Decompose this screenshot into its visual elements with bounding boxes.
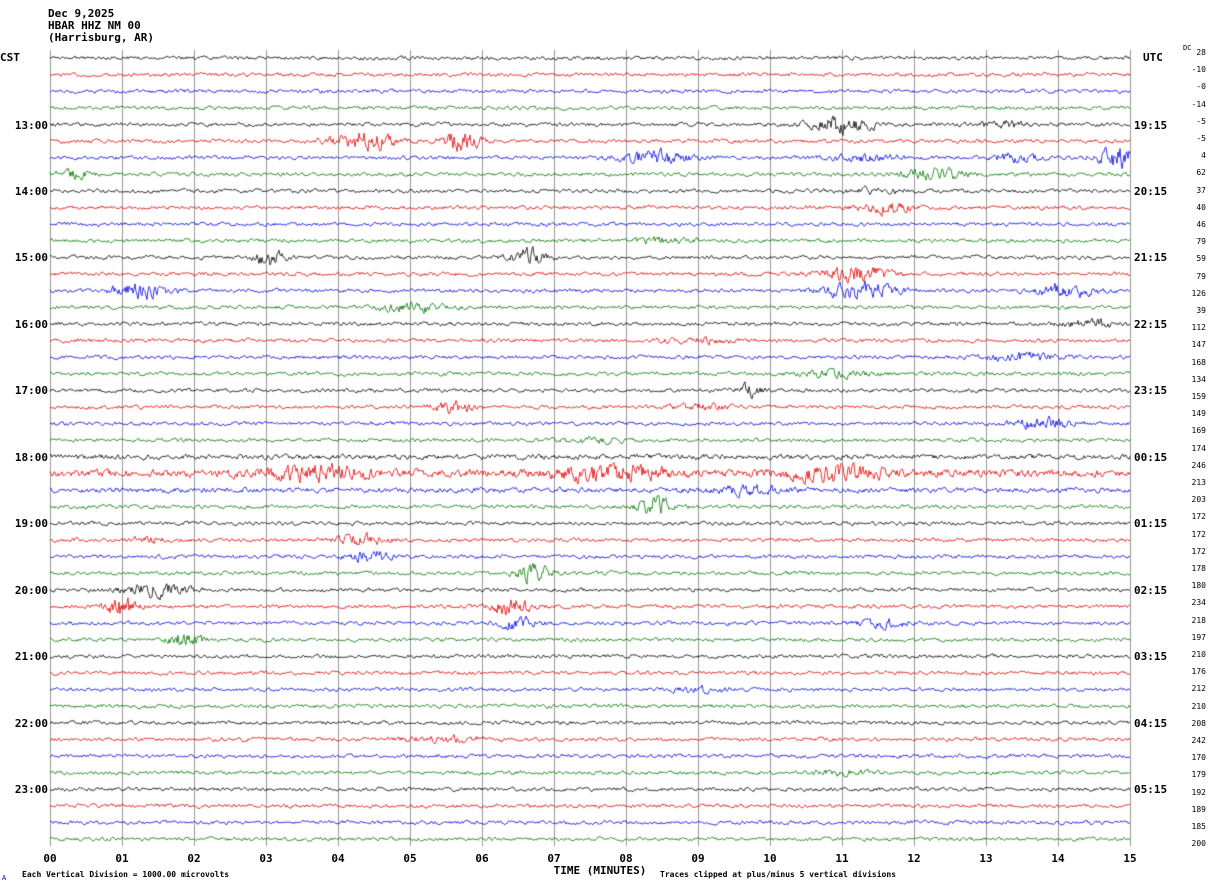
dc-offset-value: 234 (1191, 598, 1206, 608)
x-tick-label: 06 (475, 852, 489, 865)
left-hour-label: 18:00 (14, 450, 48, 464)
header-date: Dec 9,2025 (48, 7, 115, 20)
dc-offset-value: 112 (1191, 323, 1206, 333)
dc-offset-value: 213 (1191, 478, 1206, 487)
x-tick-label: 12 (907, 852, 921, 865)
right-hour-label: 19:15 (1134, 118, 1168, 132)
dc-offset-value: 46 (1196, 220, 1206, 229)
dc-offset-value: 159 (1191, 392, 1206, 401)
right-hour-label: 05:15 (1134, 783, 1168, 797)
right-hour-label: 00:15 (1134, 450, 1168, 464)
dc-offset-value: 197 (1191, 632, 1206, 642)
left-hour-label: 22:00 (14, 716, 48, 730)
dc-offset-value: 172 (1191, 546, 1206, 556)
dc-offset-value: 203 (1191, 495, 1206, 505)
right-hour-label: 22:15 (1134, 317, 1168, 331)
dc-offset-value: 208 (1191, 718, 1206, 728)
dc-offset-value: 134 (1191, 374, 1206, 384)
dc-offset-value: -14 (1191, 99, 1206, 109)
x-tick-label: 09 (691, 852, 705, 865)
dc-offset-value: 179 (1191, 770, 1206, 780)
dc-offset-value: -10 (1191, 65, 1206, 75)
dc-offset-value: -0 (1196, 82, 1206, 92)
dc-offset-value: 218 (1191, 615, 1206, 625)
x-tick-label: 00 (43, 852, 57, 865)
right-hour-label: 21:15 (1134, 251, 1168, 265)
dc-offset-value: 62 (1196, 168, 1206, 178)
dc-offset-value: -5 (1196, 134, 1206, 143)
dc-offset-value: 169 (1191, 426, 1206, 436)
dc-offset-value: 176 (1191, 667, 1206, 677)
header-location: (Harrisburg, AR) (48, 31, 154, 44)
dc-offset-value: 185 (1191, 822, 1206, 831)
x-tick-label: 11 (835, 852, 849, 865)
dc-offset-value: 170 (1191, 753, 1206, 763)
dc-offset-value: 168 (1191, 357, 1206, 367)
dc-offset-value: 39 (1196, 306, 1206, 315)
left-hour-label: 19:00 (14, 517, 48, 531)
x-tick-label: 03 (259, 852, 273, 865)
dc-offset-value: 4 (1201, 151, 1206, 161)
dc-offset-value: 172 (1191, 512, 1206, 522)
dc-offset-value: 178 (1191, 564, 1206, 573)
dc-offset-value: 40 (1196, 202, 1206, 212)
dc-offset-value: 242 (1191, 736, 1206, 745)
right-hour-label: 01:15 (1134, 517, 1168, 531)
dc-offset-value: 210 (1191, 650, 1206, 659)
left-hour-label: 13:00 (14, 118, 48, 132)
left-hour-label: 17:00 (14, 384, 48, 398)
dc-offset-value: 37 (1196, 185, 1206, 195)
dc-offset-value: 246 (1191, 460, 1206, 470)
right-hour-label: 20:15 (1134, 185, 1168, 198)
dc-offset-value: 79 (1196, 237, 1206, 247)
x-tick-label: 14 (1051, 852, 1065, 865)
dc-offset-value: 79 (1196, 271, 1206, 281)
clip-note: Traces clipped at plus/minus 5 vertical … (660, 870, 897, 879)
dc-offset-value: 210 (1191, 701, 1206, 711)
left-timezone-label: CST (0, 51, 20, 64)
dc-offset-value: 147 (1191, 340, 1206, 350)
dc-offset-value: 174 (1191, 443, 1206, 453)
corner-mark: A (2, 874, 7, 882)
x-tick-label: 08 (619, 852, 633, 865)
dc-offset-value: 149 (1191, 409, 1206, 419)
x-tick-label: 04 (331, 852, 345, 865)
x-tick-label: 13 (979, 852, 993, 865)
dc-offset-value: 200 (1191, 839, 1206, 849)
dc-offset-value: 189 (1191, 804, 1206, 814)
left-hour-label: 20:00 (14, 583, 48, 597)
right-hour-label: 23:15 (1134, 384, 1168, 398)
left-hour-label: 23:00 (14, 783, 48, 797)
dc-offset-value: 180 (1191, 581, 1206, 591)
right-timezone-label: UTC (1143, 51, 1163, 64)
left-hour-label: 15:00 (14, 251, 48, 265)
right-hour-label: 02:15 (1134, 583, 1168, 597)
vertical-division-note: Each Vertical Division = 1000.00 microvo… (22, 870, 230, 879)
right-hour-label: 03:15 (1134, 650, 1168, 664)
dc-offset-value: 59 (1196, 254, 1206, 264)
x-tick-label: 10 (763, 852, 777, 865)
dc-offset-value: 172 (1191, 529, 1206, 539)
dc-offset-value: -5 (1196, 116, 1206, 126)
x-tick-label: 05 (403, 852, 417, 865)
dc-offset-value: 212 (1191, 684, 1206, 694)
dc-offset-value: 28 (1196, 48, 1206, 57)
left-hour-label: 14:00 (14, 185, 48, 198)
x-tick-label: 02 (187, 852, 201, 865)
left-hour-label: 21:00 (14, 650, 48, 664)
x-tick-label: 07 (547, 852, 561, 865)
dc-offset-value: 192 (1191, 787, 1206, 797)
header-station: HBAR HHZ NM 00 (48, 19, 141, 32)
x-axis-label: TIME (MINUTES) (553, 864, 647, 877)
right-hour-label: 04:15 (1134, 716, 1168, 730)
x-tick-label: 01 (115, 852, 129, 865)
x-tick-label: 15 (1123, 852, 1137, 865)
left-hour-label: 16:00 (14, 317, 48, 331)
dc-offset-header: DC (1183, 44, 1192, 52)
dc-offset-value: 126 (1191, 288, 1206, 298)
